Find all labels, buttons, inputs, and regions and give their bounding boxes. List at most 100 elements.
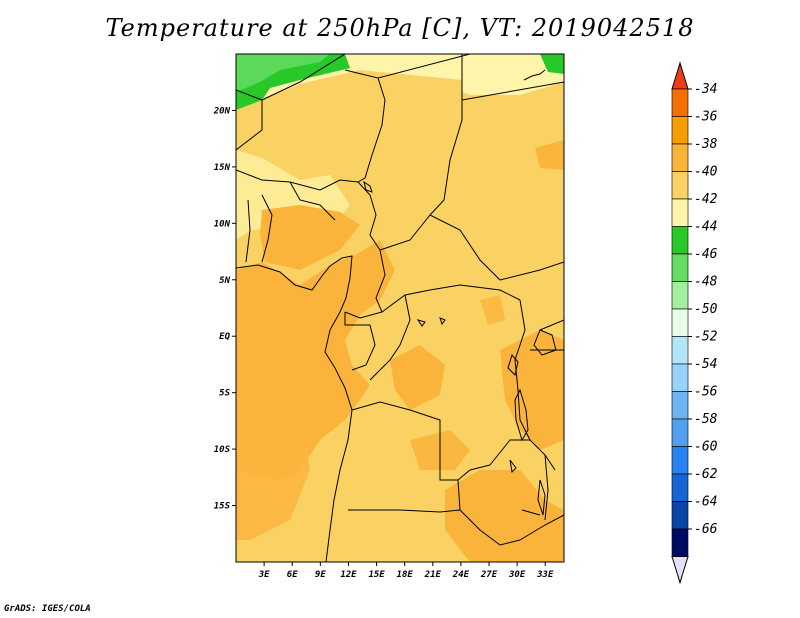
- field-orange-southwest: [236, 380, 310, 540]
- border-zambia: [489, 439, 556, 471]
- nile-delta: [523, 69, 546, 81]
- x-tick-label: 24E: [452, 570, 470, 580]
- y-tick-label: 15N: [214, 163, 231, 173]
- colorbar-label: -36: [694, 110, 718, 125]
- lake-small-1: [416, 319, 426, 327]
- y-tick-label: 15S: [214, 502, 231, 512]
- x-tick-label: 27E: [480, 570, 498, 580]
- lake-victoria: [533, 329, 557, 356]
- border-car: [379, 214, 501, 281]
- x-tick-label: 6E: [287, 570, 298, 580]
- lake-malawi: [537, 479, 546, 516]
- lake-chad: [363, 180, 373, 193]
- colorbar-top-arrow: [671, 61, 689, 90]
- colorbar-swatch: [671, 418, 689, 447]
- border-namibia: [348, 509, 461, 513]
- border-gabon-congo: [344, 312, 376, 371]
- colorbar-label: -40: [694, 165, 718, 180]
- x-tick-label: 33E: [536, 570, 554, 580]
- colorbar-swatch: [671, 446, 689, 475]
- colorbar-swatch: [671, 336, 689, 365]
- y-tick-label: 20N: [213, 106, 231, 116]
- border-algeria-mali: [261, 54, 346, 101]
- field-orange-center: [390, 345, 445, 410]
- border-south-sudan: [499, 261, 564, 281]
- lake-mweru: [509, 459, 517, 474]
- colorbar-label: -34: [694, 82, 717, 97]
- y-tick-label: 5S: [219, 389, 230, 399]
- y-tick-label: 5N: [219, 276, 230, 286]
- x-tick-label: 15E: [368, 570, 385, 580]
- border-congo-drc: [369, 294, 411, 381]
- border-drc-east: [514, 299, 531, 441]
- colorbar-swatch: [671, 143, 689, 172]
- colorbar-swatch: [671, 391, 689, 420]
- border-cameroon-gabon: [344, 249, 386, 319]
- border-chad-sudan: [429, 54, 463, 216]
- border-libya: [377, 54, 471, 79]
- border-zambia-south: [457, 479, 521, 546]
- field-orange-northeast: [535, 140, 564, 170]
- x-tick-label: 18E: [397, 570, 414, 580]
- colorbar-swatch: [671, 116, 689, 145]
- border-malawi: [544, 454, 549, 521]
- colorbar-swatch: [671, 88, 689, 117]
- coastline: [236, 255, 353, 562]
- x-tick-label: 9E: [315, 570, 326, 580]
- colorbar-label: -64: [694, 495, 717, 510]
- border-angola: [351, 401, 491, 481]
- colorbar-swatch: [671, 473, 689, 502]
- lake-kivu: [507, 353, 519, 376]
- colorbar-label: -60: [694, 440, 718, 455]
- x-tick-label: 21E: [424, 570, 442, 580]
- y-tick-label: 10S: [214, 445, 231, 455]
- colorbar-label: -38: [694, 137, 718, 152]
- x-axis: 3E 6E 9E 12E 15E 18E 21E 24E 27E 30E 33E: [258, 562, 554, 580]
- colorbar-swatch: [671, 501, 689, 530]
- colorbar-swatch: [671, 253, 689, 282]
- colorbar-swatch: [671, 363, 689, 392]
- colorbar-label: -56: [694, 385, 718, 400]
- lake-tanganyika: [514, 388, 529, 442]
- colorbar-label: -46: [694, 247, 718, 262]
- colorbar-label: -66: [694, 522, 718, 537]
- border-ghana: [245, 199, 251, 263]
- field-green-northeast: [540, 54, 564, 74]
- colorbar-label: -62: [694, 467, 718, 482]
- border-zimbabwe: [519, 514, 564, 541]
- field-orange-small: [480, 295, 505, 325]
- colorbar-label: -48: [694, 275, 718, 290]
- colorbar-label: -42: [694, 192, 718, 207]
- colorbar-bottom-arrow: [671, 556, 689, 585]
- colorbar-swatch: [671, 308, 689, 337]
- field-orange-southeast: [445, 470, 564, 562]
- colorbar-label: -44: [694, 220, 717, 235]
- lake-small-2: [439, 317, 446, 326]
- grads-credit: GrADS: IGES/COLA: [4, 604, 91, 614]
- y-axis: 20N 15N 10N 5N EQ 5S 10S 15S: [213, 106, 236, 512]
- map-frame: [235, 53, 565, 563]
- field-lightgreen-northwest: [236, 54, 330, 92]
- x-tick-label: 3E: [258, 570, 270, 580]
- temperature-field: [236, 54, 564, 562]
- border-mauritania: [236, 89, 263, 151]
- y-tick-label: EQ: [219, 332, 230, 342]
- border-nigeria-cameroon: [357, 181, 381, 251]
- colorbar-label: -50: [694, 302, 718, 317]
- colorbar-swatch: [671, 528, 689, 557]
- colorbar-swatch: [671, 198, 689, 227]
- y-tick-label: 10N: [214, 219, 231, 229]
- colorbar-swatch: [671, 171, 689, 200]
- colorbar: -34 -36 -38 -40 -42 -44 -46 -48 -50 -52 -54 -56 -58 -…: [671, 61, 718, 585]
- field-orange-center-west: [260, 205, 360, 270]
- map-title: Temperature at 250hPa [C], VT: 201904251…: [105, 14, 695, 42]
- colorbar-swatch: [671, 226, 689, 255]
- border-nigeria-north: [289, 181, 336, 221]
- colorbar-label: -52: [694, 330, 718, 345]
- border-egypt: [461, 81, 564, 101]
- border-congo-north: [381, 284, 521, 313]
- colorbar-label: -54: [694, 357, 717, 372]
- border-sahel: [236, 169, 359, 191]
- colorbar-swatch: [671, 281, 689, 310]
